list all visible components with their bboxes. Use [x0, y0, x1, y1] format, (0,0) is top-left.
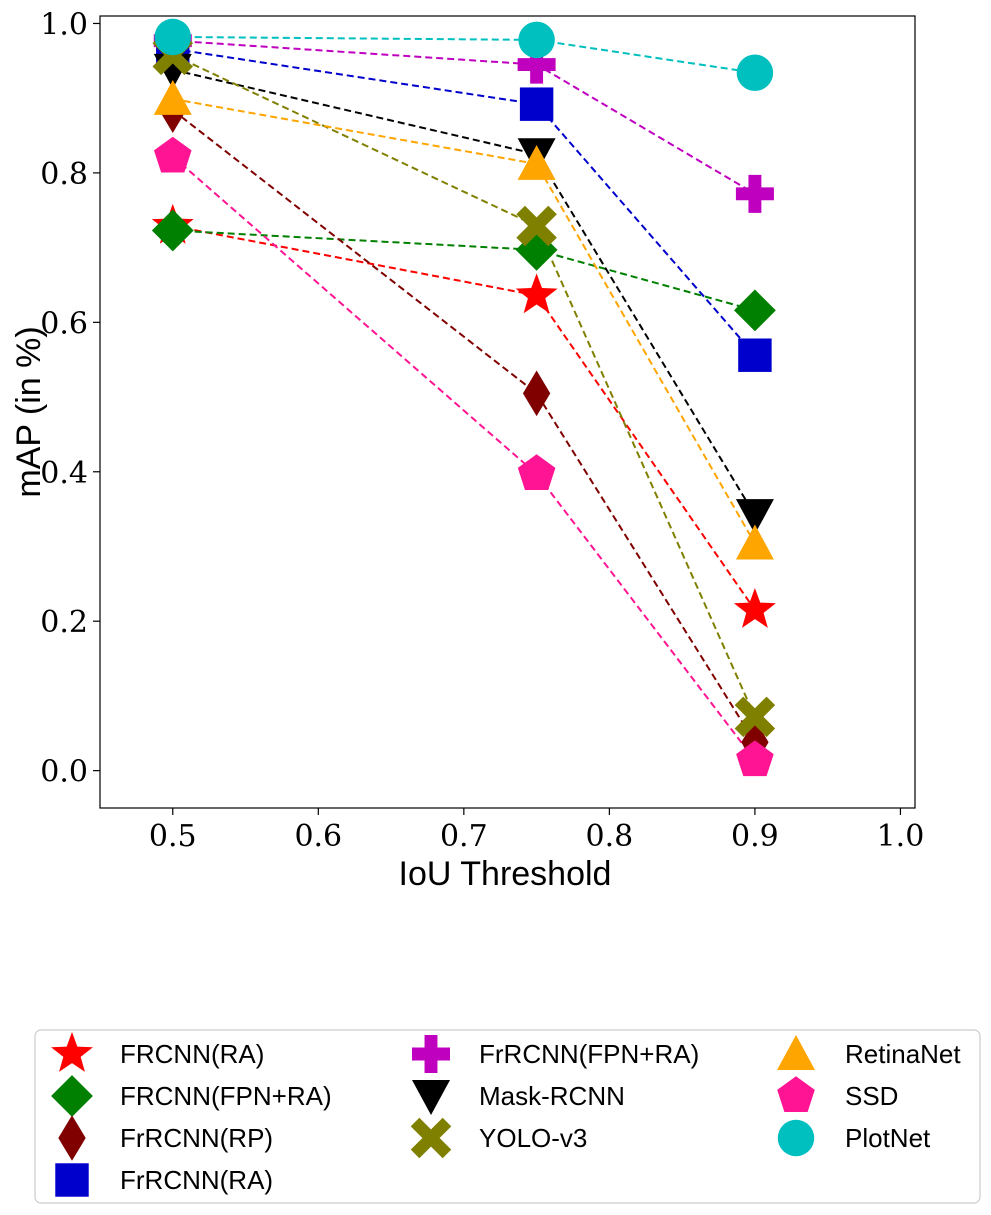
data-point-yolo-v3 [734, 696, 776, 738]
y-tick-label: 0.2 [40, 605, 88, 640]
data-point-ssd [517, 454, 556, 490]
legend-label-yolo-v3: YOLO-v3 [479, 1123, 587, 1153]
y-tick-label: 0.4 [40, 456, 88, 491]
legend-marker-frcnn-ra [51, 1031, 93, 1072]
legend-marker-frrcnn-fpn-ra [412, 1035, 450, 1073]
data-point-frcnn-ra [515, 273, 558, 314]
x-tick-label: 0.7 [440, 819, 488, 854]
legend-label-plotnet: PlotNet [845, 1123, 931, 1153]
legend-label-frcnn-fpn-ra: FRCNN(FPN+RA) [120, 1081, 332, 1111]
legend-marker-mask-rcnn [412, 1080, 450, 1115]
data-point-plotnet [736, 54, 774, 92]
data-point-retinanet [517, 144, 556, 180]
x-tick-label: 0.9 [731, 819, 779, 854]
legend-label-frrcnn-ra: FrRCNN(RA) [120, 1165, 273, 1195]
data-point-frcnn-fpn-ra [734, 289, 776, 332]
data-point-retinanet [735, 524, 774, 560]
legend-marker-frrcnn-rp [58, 1115, 86, 1161]
data-point-plotnet [154, 18, 192, 56]
legend-marker-retinanet [777, 1035, 815, 1070]
axis-layer: 0.5 0.6 0.7 0.8 0.9 1.0 0.0 0.2 0.4 0.6 0.8 1.0 [40, 7, 924, 854]
data-point-mask-rcnn [735, 499, 774, 535]
y-tick-label: 0.8 [40, 157, 88, 192]
legend-marker-frcnn-fpn-ra [51, 1075, 93, 1117]
legend-label-mask-rcnn: Mask-RCNN [479, 1081, 625, 1111]
data-point-yolo-v3 [516, 205, 557, 247]
legend-marker-frrcnn-ra [55, 1163, 89, 1197]
data-point-frcnn-fpn-ra [151, 209, 194, 252]
y-axis-label: mAP (in %) [10, 326, 48, 497]
data-point-frcnn-ra [733, 587, 776, 628]
legend-entries: FRCNN(RA) FRCNN(FPN+RA) FrRCNN(RP) FrRCNN(R… [51, 1031, 961, 1197]
data-point-frrcnn-fpn-ra [735, 174, 774, 213]
legend-label-frcnn-ra: FRCNN(RA) [120, 1039, 264, 1069]
y-tick-label: 0.6 [40, 306, 88, 341]
data-point-ssd [153, 136, 192, 173]
series-line-ssd [172, 155, 756, 761]
x-tick-label: 0.8 [586, 819, 634, 854]
data-point-frrcnn-ra [519, 87, 554, 121]
legend-label-frrcnn-fpn-ra: FrRCNN(FPN+RA) [479, 1039, 699, 1069]
legend-marker-yolo-v3 [410, 1117, 452, 1159]
y-tick-label: 1.0 [40, 7, 88, 42]
x-tick-label: 0.5 [149, 819, 197, 854]
data-point-ssd [736, 740, 774, 777]
data-point-frrcnn-fpn-ra [517, 45, 556, 84]
series-layer [151, 18, 776, 777]
legend-marker-ssd [777, 1076, 815, 1112]
data-point-plotnet [518, 21, 555, 59]
series-line-mask-rcnn [172, 68, 756, 516]
x-axis-label: IoU Threshold [399, 855, 612, 893]
legend-marker-plotnet [777, 1119, 815, 1157]
legend-label-ssd: SSD [845, 1081, 898, 1111]
x-tick-label: 1.0 [877, 819, 925, 854]
legend: FRCNN(RA) FRCNN(FPN+RA) FrRCNN(RP) FrRCNN(R… [34, 1029, 981, 1204]
x-tick-label: 0.6 [294, 819, 342, 854]
y-tick-label: 0.0 [40, 755, 88, 790]
plot-area [99, 15, 916, 809]
data-point-frrcnn-rp [522, 370, 551, 417]
series-line-frcnn-ra [172, 224, 756, 611]
data-point-frrcnn-ra [738, 338, 772, 372]
legend-box [34, 1029, 981, 1204]
legend-label-retinanet: RetinaNet [845, 1039, 961, 1069]
legend-label-frrcnn-rp: FrRCNN(RP) [120, 1123, 273, 1153]
data-point-retinanet [153, 79, 192, 115]
